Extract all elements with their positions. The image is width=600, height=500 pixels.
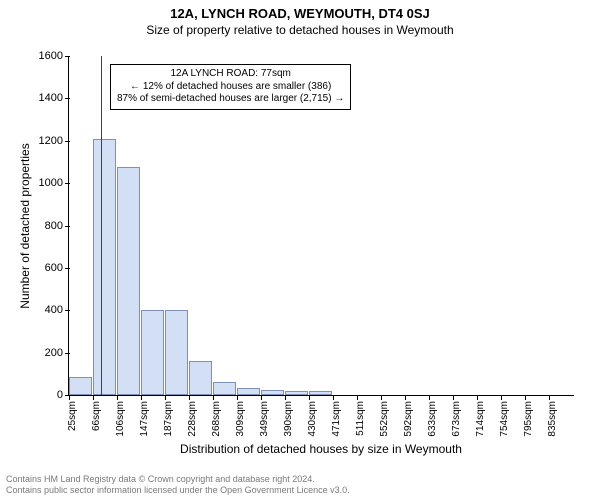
histogram-bar bbox=[93, 139, 116, 395]
x-tick-mark bbox=[549, 395, 550, 400]
x-tick-mark bbox=[285, 395, 286, 400]
y-tick-label: 200 bbox=[45, 347, 69, 359]
y-tick-label: 1400 bbox=[39, 92, 69, 104]
annotation-line: ← 12% of detached houses are smaller (38… bbox=[117, 81, 344, 94]
x-tick-label: 754sqm bbox=[499, 401, 510, 437]
footer-line1: Contains HM Land Registry data © Crown c… bbox=[6, 474, 315, 484]
x-tick-mark bbox=[213, 395, 214, 400]
y-tick-label: 1000 bbox=[39, 177, 69, 189]
x-tick-label: 106sqm bbox=[115, 401, 126, 437]
x-tick-mark bbox=[261, 395, 262, 400]
x-tick-mark bbox=[309, 395, 310, 400]
histogram-bar bbox=[189, 361, 212, 395]
x-tick-label: 471sqm bbox=[331, 401, 342, 437]
histogram-bar bbox=[117, 167, 140, 395]
x-tick-label: 349sqm bbox=[259, 401, 270, 437]
x-tick-mark bbox=[165, 395, 166, 400]
x-tick-mark bbox=[189, 395, 190, 400]
x-tick-label: 228sqm bbox=[187, 401, 198, 437]
x-tick-label: 430sqm bbox=[307, 401, 318, 437]
x-tick-mark bbox=[429, 395, 430, 400]
annotation-line: 12A LYNCH ROAD: 77sqm bbox=[117, 68, 344, 81]
x-tick-label: 673sqm bbox=[451, 401, 462, 437]
y-tick-label: 800 bbox=[45, 220, 69, 232]
x-tick-mark bbox=[405, 395, 406, 400]
x-tick-mark bbox=[381, 395, 382, 400]
x-tick-label: 511sqm bbox=[355, 401, 366, 436]
x-tick-label: 268sqm bbox=[211, 401, 222, 437]
x-tick-mark bbox=[333, 395, 334, 400]
x-tick-mark bbox=[141, 395, 142, 400]
footer-line2: Contains public sector information licen… bbox=[6, 485, 350, 495]
x-tick-mark bbox=[357, 395, 358, 400]
property-marker-line bbox=[101, 56, 102, 395]
x-tick-mark bbox=[501, 395, 502, 400]
x-tick-label: 714sqm bbox=[475, 401, 486, 437]
x-tick-label: 309sqm bbox=[235, 401, 246, 437]
x-tick-mark bbox=[237, 395, 238, 400]
chart-container: 12A, LYNCH ROAD, WEYMOUTH, DT4 0SJ Size … bbox=[0, 0, 600, 500]
x-axis-label: Distribution of detached houses by size … bbox=[68, 442, 574, 456]
plot-wrap: 0200400600800100012001400160025sqm66sqm1… bbox=[68, 56, 574, 426]
x-tick-mark bbox=[69, 395, 70, 400]
histogram-bar bbox=[285, 391, 308, 395]
x-tick-label: 835sqm bbox=[547, 401, 558, 437]
histogram-bar bbox=[165, 310, 188, 395]
x-tick-label: 25sqm bbox=[67, 401, 78, 431]
histogram-bar bbox=[309, 391, 332, 395]
chart-subtitle: Size of property relative to detached ho… bbox=[0, 21, 600, 37]
chart-title: 12A, LYNCH ROAD, WEYMOUTH, DT4 0SJ bbox=[0, 0, 600, 21]
x-tick-label: 187sqm bbox=[163, 401, 174, 437]
x-tick-mark bbox=[117, 395, 118, 400]
histogram-bar bbox=[261, 390, 284, 395]
x-tick-label: 552sqm bbox=[379, 401, 390, 437]
histogram-bar bbox=[237, 388, 260, 395]
histogram-bar bbox=[141, 310, 164, 395]
y-tick-label: 1200 bbox=[39, 135, 69, 147]
attribution-footer: Contains HM Land Registry data © Crown c… bbox=[6, 474, 350, 497]
plot-area: 0200400600800100012001400160025sqm66sqm1… bbox=[68, 56, 574, 396]
x-tick-mark bbox=[525, 395, 526, 400]
x-tick-mark bbox=[453, 395, 454, 400]
annotation-line: 87% of semi-detached houses are larger (… bbox=[117, 93, 344, 106]
x-tick-label: 390sqm bbox=[283, 401, 294, 437]
histogram-bar bbox=[69, 377, 92, 395]
annotation-box: 12A LYNCH ROAD: 77sqm← 12% of detached h… bbox=[110, 64, 351, 110]
x-tick-mark bbox=[93, 395, 94, 400]
x-tick-label: 592sqm bbox=[403, 401, 414, 437]
y-axis-label: Number of detached properties bbox=[18, 56, 34, 396]
y-tick-label: 400 bbox=[45, 304, 69, 316]
x-tick-label: 66sqm bbox=[91, 401, 102, 431]
x-tick-label: 633sqm bbox=[427, 401, 438, 437]
y-tick-label: 0 bbox=[57, 389, 69, 401]
y-tick-label: 600 bbox=[45, 262, 69, 274]
x-tick-label: 147sqm bbox=[139, 401, 150, 437]
y-tick-label: 1600 bbox=[39, 50, 69, 62]
x-tick-label: 795sqm bbox=[523, 401, 534, 437]
histogram-bar bbox=[213, 382, 236, 395]
x-tick-mark bbox=[477, 395, 478, 400]
